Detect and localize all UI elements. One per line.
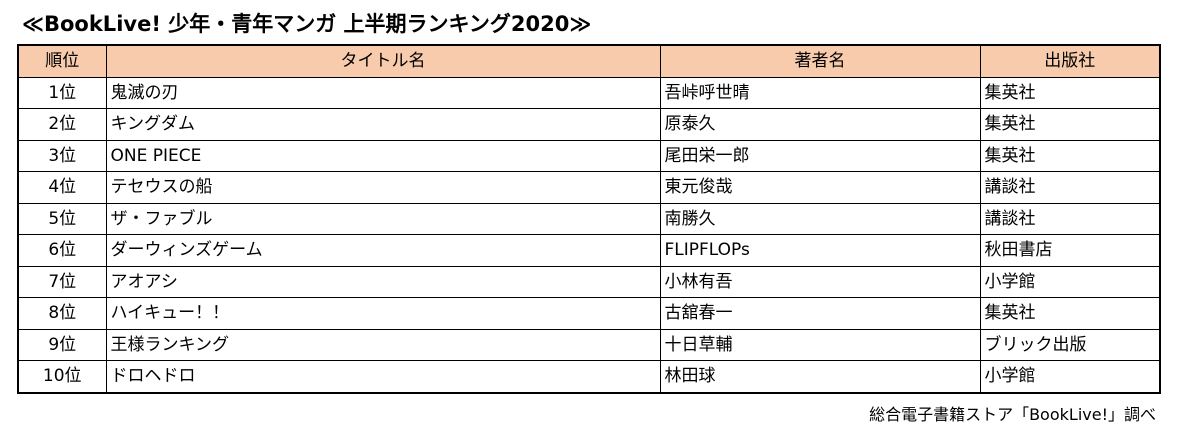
table-row: 3位 ONE PIECE 尾田栄一郎 集英社	[17, 139, 1161, 172]
cell-rank: 7位	[17, 265, 107, 298]
cell-publisher: 集英社	[979, 139, 1161, 172]
cell-author: 吾峠呼世晴	[659, 76, 981, 109]
cell-publisher: 講談社	[979, 171, 1161, 204]
cell-author: 十日草輔	[659, 328, 981, 361]
cell-title: ドロヘドロ	[105, 360, 661, 393]
header-author: 著者名	[659, 44, 981, 78]
cell-publisher: 集英社	[979, 76, 1161, 109]
cell-rank: 2位	[17, 108, 107, 141]
cell-publisher: 講談社	[979, 202, 1161, 235]
header-publisher: 出版社	[979, 44, 1161, 78]
table-row: 4位 テセウスの船 東元俊哉 講談社	[17, 171, 1161, 204]
cell-title: 鬼滅の刃	[105, 76, 661, 109]
cell-title: ハイキュー！！	[105, 297, 661, 330]
cell-publisher: 小学館	[979, 360, 1161, 393]
header-title: タイトル名	[105, 44, 661, 78]
cell-title: キングダム	[105, 108, 661, 141]
table-row: 10位 ドロヘドロ 林田球 小学館	[17, 360, 1161, 393]
cell-rank: 8位	[17, 297, 107, 330]
page-title: ≪BookLive! 少年・青年マンガ 上半期ランキング2020≫	[22, 12, 592, 36]
cell-rank: 3位	[17, 139, 107, 172]
cell-title: アオアシ	[105, 265, 661, 298]
cell-author: FLIPFLOPs	[659, 234, 981, 267]
table-row: 8位 ハイキュー！！ 古舘春一 集英社	[17, 297, 1161, 330]
cell-author: 原泰久	[659, 108, 981, 141]
cell-rank: 4位	[17, 171, 107, 204]
cell-rank: 10位	[17, 360, 107, 393]
table-row: 5位 ザ・ファブル 南勝久 講談社	[17, 202, 1161, 235]
cell-title: 王様ランキング	[105, 328, 661, 361]
cell-title: ONE PIECE	[105, 139, 661, 172]
header-rank: 順位	[17, 44, 107, 78]
table-row: 6位 ダーウィンズゲーム FLIPFLOPs 秋田書店	[17, 234, 1161, 267]
cell-rank: 1位	[17, 76, 107, 109]
cell-title: テセウスの船	[105, 171, 661, 204]
cell-title: ザ・ファブル	[105, 202, 661, 235]
cell-author: 林田球	[659, 360, 981, 393]
table-row: 7位 アオアシ 小林有吾 小学館	[17, 265, 1161, 298]
table-header-row: 順位 タイトル名 著者名 出版社	[17, 44, 1161, 78]
table-row: 9位 王様ランキング 十日草輔 ブリック出版	[17, 328, 1161, 361]
cell-publisher: 集英社	[979, 297, 1161, 330]
cell-rank: 6位	[17, 234, 107, 267]
ranking-table: 順位 タイトル名 著者名 出版社 1位 鬼滅の刃 吾峠呼世晴 集英社 2位 キン…	[17, 44, 1161, 394]
cell-author: 古舘春一	[659, 297, 981, 330]
cell-publisher: 集英社	[979, 108, 1161, 141]
cell-publisher: ブリック出版	[979, 328, 1161, 361]
cell-title: ダーウィンズゲーム	[105, 234, 661, 267]
cell-author: 小林有吾	[659, 265, 981, 298]
cell-publisher: 秋田書店	[979, 234, 1161, 267]
table-row: 1位 鬼滅の刃 吾峠呼世晴 集英社	[17, 76, 1161, 109]
source-note: 総合電子書籍ストア「BookLive!」調べ	[869, 405, 1156, 424]
cell-rank: 5位	[17, 202, 107, 235]
cell-rank: 9位	[17, 328, 107, 361]
table-row: 2位 キングダム 原泰久 集英社	[17, 108, 1161, 141]
cell-publisher: 小学館	[979, 265, 1161, 298]
cell-author: 南勝久	[659, 202, 981, 235]
cell-author: 尾田栄一郎	[659, 139, 981, 172]
cell-author: 東元俊哉	[659, 171, 981, 204]
